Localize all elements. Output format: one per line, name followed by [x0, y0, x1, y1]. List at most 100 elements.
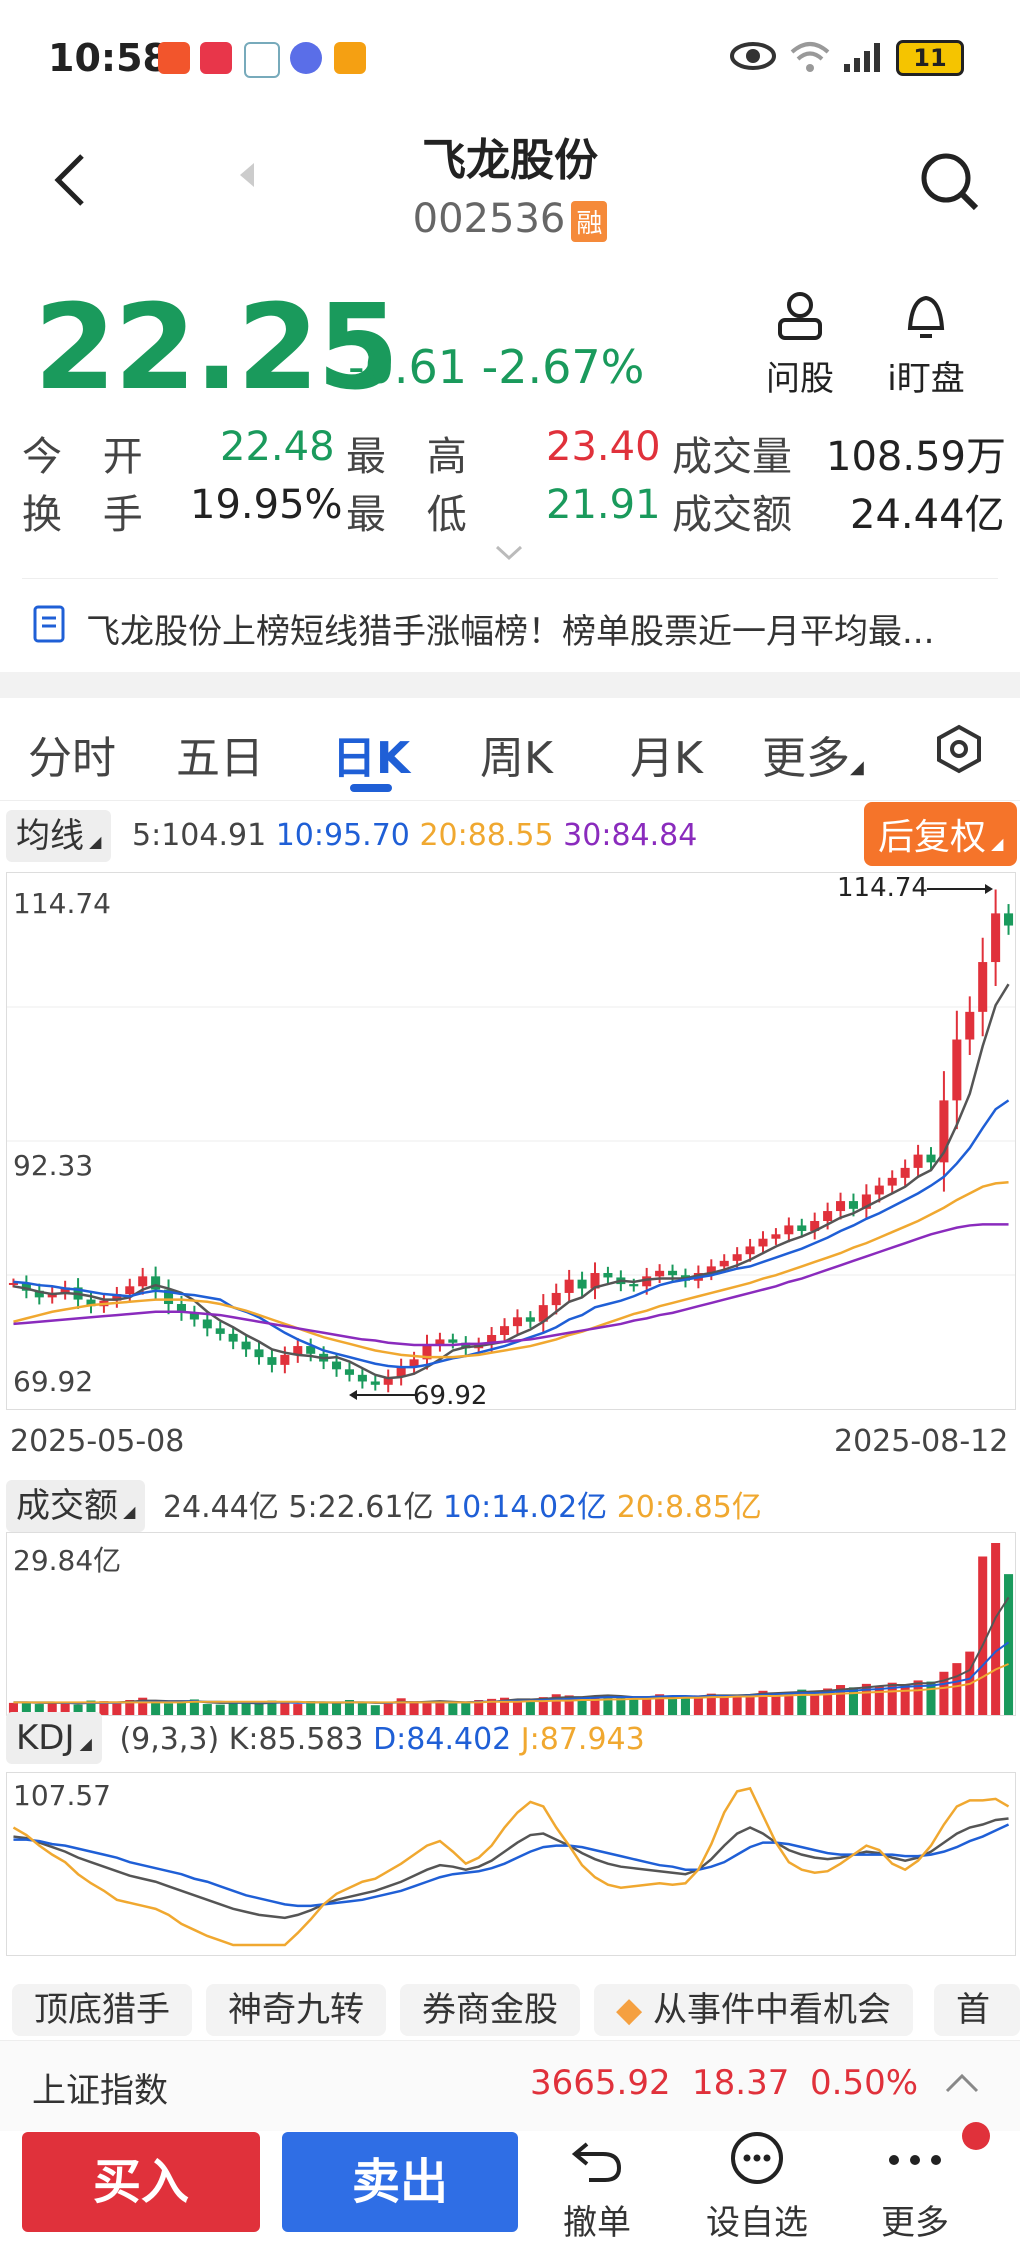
- tab-monthly-k[interactable]: 月K: [630, 733, 703, 784]
- candle: [887, 1170, 897, 1194]
- amount-bar: [693, 1695, 703, 1715]
- back-arrow-icon[interactable]: [50, 150, 90, 210]
- prev-stock-icon[interactable]: [236, 160, 256, 190]
- y-tick-mid: 92.33: [13, 1149, 94, 1182]
- index-ticker[interactable]: 上证指数 3665.92 18.37 0.50%: [0, 2040, 1020, 2131]
- amount-bar: [448, 1703, 458, 1715]
- kdj-line-J: [12, 1786, 1010, 1947]
- amount-bar: [719, 1694, 729, 1715]
- tab-more[interactable]: 更多◢: [762, 733, 864, 784]
- amount-bar: [926, 1681, 936, 1715]
- ma-label[interactable]: 均线 ◢: [6, 810, 112, 862]
- more-button[interactable]: 更多: [850, 2130, 980, 2244]
- tab-daily-k[interactable]: 日K: [332, 733, 411, 784]
- tab-intraday[interactable]: 分时: [28, 733, 116, 784]
- kline-chart[interactable]: 114.74 92.33 69.92 114.74 69.92: [6, 872, 1016, 1411]
- amount-bar: [680, 1697, 690, 1715]
- chevron-down-icon[interactable]: [494, 544, 524, 562]
- amount-selector[interactable]: 成交额 ◢: [6, 1480, 146, 1532]
- amount-bar: [706, 1693, 716, 1715]
- amount-bar: [551, 1694, 561, 1715]
- amount-bar: [810, 1691, 820, 1715]
- amount-bar: [836, 1685, 846, 1715]
- divider: [0, 800, 1020, 801]
- stock-name: 飞龙股份: [422, 135, 598, 186]
- kdj-k: K:85.583: [228, 1722, 364, 1757]
- ma-selector[interactable]: 均线 ◢: [6, 808, 112, 862]
- tag-first-sign[interactable]: 首签: [934, 1984, 1020, 2082]
- amount-bar: [668, 1695, 678, 1715]
- low-marker: 69.92: [413, 1381, 488, 1411]
- amount-bar: [861, 1683, 871, 1715]
- amount-label: 成交额: [672, 492, 792, 538]
- candle: [978, 937, 988, 1037]
- ma30-value: 30:84.84: [563, 818, 698, 853]
- sell-button[interactable]: 卖出: [282, 2132, 518, 2232]
- candle: [357, 1367, 367, 1389]
- tag-broker-stock[interactable]: 券商金股: [400, 1984, 580, 2036]
- ask-stock-label: 问股: [766, 359, 834, 399]
- candle: [241, 1334, 251, 1357]
- kdj-svg: [12, 1786, 1010, 1947]
- tab-five-day[interactable]: 五日: [176, 733, 264, 784]
- candle: [164, 1279, 174, 1315]
- kdj-selector[interactable]: KDJ ◢: [6, 1712, 102, 1764]
- candle: [280, 1346, 290, 1374]
- date-start: 2025-05-08: [10, 1424, 185, 1459]
- candle: [1004, 904, 1014, 935]
- chevron-up-icon[interactable]: [944, 2071, 980, 2095]
- amount-chart[interactable]: 29.84亿: [6, 1532, 1016, 1716]
- app-notification-icon: [158, 42, 190, 74]
- candle: [21, 1275, 31, 1299]
- candle: [810, 1212, 820, 1240]
- candle: [512, 1309, 522, 1335]
- settings-hexagon-icon[interactable]: [934, 724, 984, 774]
- watch-button[interactable]: i盯盘: [866, 290, 986, 400]
- candle: [487, 1327, 497, 1352]
- tag-nine-turn[interactable]: 神奇九转: [206, 1984, 386, 2036]
- amount-bar: [241, 1701, 251, 1715]
- ma-values: 5:104.91 10:95.70 20:88.55 30:84.84: [132, 818, 697, 853]
- news-text: 飞龙股份上榜短线猎手涨幅榜！榜单股票近一月平均最...: [86, 612, 935, 652]
- candle: [383, 1369, 393, 1393]
- amount-bar: [629, 1698, 639, 1715]
- open-label: 今 开: [22, 434, 157, 480]
- adjust-button[interactable]: 后复权 ◢: [864, 802, 1018, 866]
- candle: [435, 1332, 445, 1352]
- amount-bar: [500, 1697, 510, 1715]
- tab-weekly-k[interactable]: 周K: [480, 733, 553, 784]
- ask-stock-button[interactable]: 问股: [740, 290, 860, 400]
- candle: [706, 1259, 716, 1281]
- candle: [939, 1071, 949, 1192]
- search-icon[interactable]: [918, 150, 982, 214]
- change-value: -0.61: [348, 340, 468, 394]
- amount-bar: [978, 1556, 988, 1715]
- amount-bar: [306, 1701, 316, 1715]
- amount-bar: [461, 1702, 471, 1715]
- amount-bar: [1004, 1574, 1014, 1715]
- amount-bar: [823, 1688, 833, 1715]
- buy-button[interactable]: 买入: [22, 2132, 260, 2232]
- amount-bar: [900, 1684, 910, 1715]
- candle: [900, 1159, 910, 1187]
- eye-icon: [730, 42, 776, 70]
- amount-bar: [47, 1702, 57, 1715]
- amount-bar: [112, 1702, 122, 1715]
- tag-bottom-hunter[interactable]: 顶底猎手: [12, 1984, 192, 2036]
- news-banner[interactable]: 飞龙股份上榜短线猎手涨幅榜！榜单股票近一月平均最...: [0, 588, 1020, 664]
- ma-line-20: [13, 1181, 1009, 1359]
- candle: [461, 1336, 471, 1355]
- tag-event-opportunity[interactable]: ◆ 从事件中看机会: [594, 1984, 913, 2036]
- ma10-value: 10:95.70: [275, 818, 410, 853]
- low-label: 最 低: [346, 492, 481, 538]
- amount-bar: [151, 1702, 161, 1715]
- volume-value: 108.59万: [826, 434, 1006, 480]
- kdj-chart[interactable]: 107.57: [6, 1772, 1016, 1956]
- ma-line-30: [13, 1223, 1009, 1347]
- app-notification-icon: [200, 42, 232, 74]
- cancel-order-button[interactable]: 撤单: [532, 2130, 662, 2244]
- add-watchlist-button[interactable]: 设自选: [692, 2130, 822, 2244]
- amount-bar: [215, 1704, 225, 1715]
- amount-bar: [564, 1695, 574, 1715]
- app-notification-icon: [334, 42, 366, 74]
